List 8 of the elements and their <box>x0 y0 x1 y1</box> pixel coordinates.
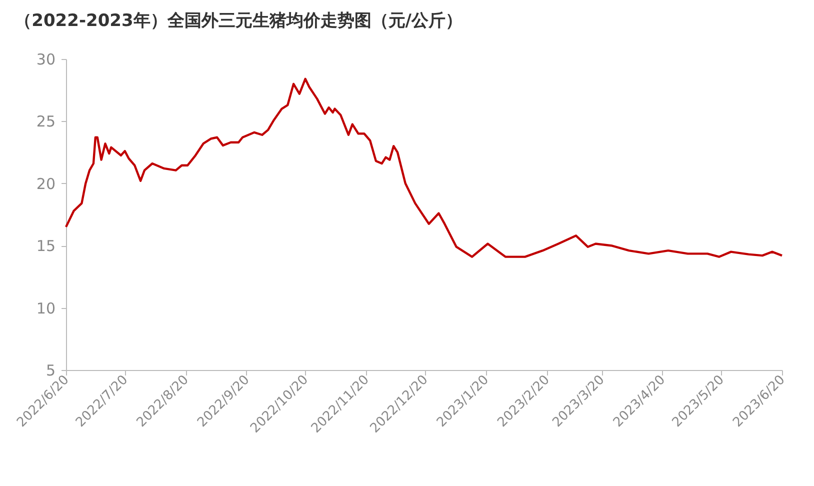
y-tick-label: 20 <box>36 174 56 193</box>
y-tick-label: 5 <box>46 362 56 380</box>
chart-title: （2022-2023年）全国外三元生猪均价走势图（元/公斤） <box>14 11 463 31</box>
y-tick-label: 10 <box>36 299 56 318</box>
line-series <box>64 78 784 258</box>
y-tick-label: 15 <box>36 237 56 256</box>
y-tick-label: 25 <box>36 112 56 131</box>
y-tick-label: 30 <box>36 50 56 68</box>
